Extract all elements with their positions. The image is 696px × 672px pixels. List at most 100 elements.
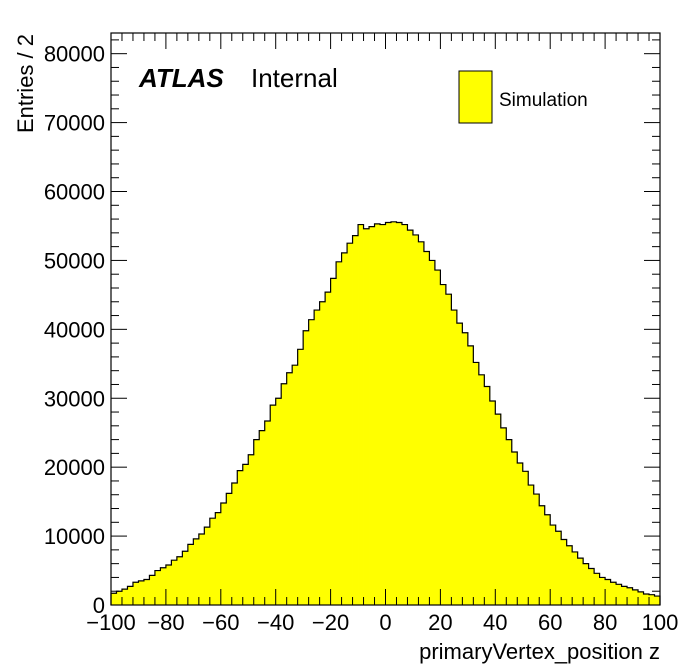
histogram-bin bbox=[467, 345, 474, 605]
histogram-bin bbox=[550, 525, 557, 605]
histogram-bin bbox=[528, 485, 535, 605]
histogram-bin bbox=[440, 284, 447, 605]
histogram-bin bbox=[358, 224, 364, 605]
histogram-bin bbox=[165, 565, 172, 605]
histogram-bin bbox=[396, 222, 403, 605]
histogram-bin bbox=[347, 243, 353, 606]
y-tick-label: 20000 bbox=[44, 455, 105, 480]
histogram-bin bbox=[308, 319, 315, 605]
histogram-bin bbox=[627, 587, 633, 605]
axis-ticks bbox=[110, 33, 661, 606]
histogram-bin bbox=[380, 224, 386, 605]
histogram-bin bbox=[303, 330, 310, 605]
histogram-bin bbox=[341, 252, 348, 606]
histogram-bin bbox=[577, 558, 584, 605]
histogram-bin bbox=[281, 383, 288, 605]
x-tick-label: 60 bbox=[538, 610, 562, 635]
histogram-bin bbox=[116, 591, 123, 605]
y-tick-label: 60000 bbox=[44, 180, 105, 205]
histogram-bin bbox=[121, 589, 128, 605]
histogram-bin bbox=[374, 223, 381, 605]
histogram-bin bbox=[511, 452, 518, 605]
histogram-bin bbox=[286, 372, 293, 605]
x-tick-label: 20 bbox=[428, 610, 452, 635]
histogram-bin bbox=[270, 405, 277, 605]
legend-swatch bbox=[458, 70, 493, 124]
histogram-bin bbox=[649, 594, 655, 605]
histogram-bin bbox=[369, 226, 375, 605]
histogram-outline bbox=[110, 221, 661, 605]
histogram-bin bbox=[544, 514, 551, 605]
y-tick-label: 80000 bbox=[44, 42, 105, 67]
histogram-bin bbox=[594, 573, 601, 605]
histogram-bin bbox=[583, 563, 590, 605]
histogram-bin bbox=[434, 270, 441, 605]
histogram-bin bbox=[154, 570, 161, 605]
histogram-bin bbox=[610, 582, 617, 605]
histogram-bin bbox=[385, 222, 392, 605]
histogram-bin bbox=[231, 483, 238, 605]
y-tick-label: 50000 bbox=[44, 248, 105, 273]
histogram-bin bbox=[495, 414, 502, 605]
histogram-bin bbox=[264, 420, 271, 605]
histogram-bin bbox=[418, 241, 425, 605]
histogram-bin bbox=[462, 332, 469, 605]
x-axis-title: primaryVertex_position z bbox=[419, 639, 660, 664]
histogram-bin bbox=[275, 398, 282, 605]
histogram-bin bbox=[352, 235, 359, 605]
y-tick-label: 40000 bbox=[44, 317, 105, 342]
histogram-bin bbox=[412, 234, 419, 605]
x-tick-label: 40 bbox=[483, 610, 507, 635]
histogram-bin bbox=[423, 251, 430, 605]
x-tick-label: 0 bbox=[379, 610, 391, 635]
histogram-bin bbox=[478, 374, 485, 605]
histogram-bin bbox=[456, 323, 463, 605]
histogram-bin bbox=[484, 386, 491, 605]
histogram-bin bbox=[132, 582, 139, 605]
x-tick-labels: −100 −80 −60 −40 −20 0 20 40 60 80 100 bbox=[86, 610, 678, 635]
histogram-bin bbox=[138, 580, 145, 605]
legend: Simulation bbox=[458, 70, 588, 124]
histogram-bin bbox=[248, 454, 255, 605]
histogram-bin bbox=[336, 261, 342, 605]
histogram-bin bbox=[209, 518, 216, 605]
y-tick-labels: 0 10000 20000 30000 40000 50000 60000 70000 8000… bbox=[44, 42, 105, 618]
histogram-bin bbox=[506, 439, 513, 605]
histogram-bin bbox=[363, 228, 370, 605]
y-tick-label: 10000 bbox=[44, 524, 105, 549]
x-tick-label: −100 bbox=[86, 610, 136, 635]
y-axis-title: Entries / 2 bbox=[13, 34, 38, 133]
histogram-bin bbox=[616, 584, 622, 605]
histogram-bin bbox=[292, 365, 299, 605]
histogram-bin bbox=[314, 310, 321, 605]
histogram-bin bbox=[588, 568, 595, 605]
histogram-bin bbox=[220, 503, 227, 605]
x-tick-label: 80 bbox=[593, 610, 617, 635]
histogram-bin bbox=[149, 575, 156, 605]
histogram-bin bbox=[473, 362, 480, 605]
histogram-bin bbox=[176, 556, 183, 605]
atlas-label: ATLAS bbox=[138, 63, 224, 93]
y-tick-label: 70000 bbox=[44, 111, 105, 136]
histogram-bins bbox=[111, 221, 661, 606]
histogram-bin bbox=[517, 463, 524, 605]
histogram-bin bbox=[566, 545, 573, 605]
histogram-bin bbox=[621, 586, 628, 605]
histogram-bin bbox=[500, 427, 507, 605]
histogram-bin bbox=[253, 439, 260, 605]
histogram-bin bbox=[572, 551, 579, 605]
histogram-bin bbox=[242, 464, 249, 605]
histogram-bin bbox=[325, 292, 331, 605]
y-tick-label: 0 bbox=[93, 593, 105, 618]
histogram-bin bbox=[237, 470, 244, 605]
histogram-bin bbox=[127, 586, 134, 605]
legend-label: Simulation bbox=[499, 90, 588, 111]
x-tick-label: 100 bbox=[642, 610, 679, 635]
histogram-bin bbox=[555, 531, 562, 605]
histogram-bin bbox=[643, 593, 650, 605]
histogram-bin bbox=[182, 551, 189, 605]
x-tick-label: −40 bbox=[257, 610, 294, 635]
histogram-bin bbox=[605, 579, 611, 605]
histogram-bin bbox=[401, 224, 408, 605]
